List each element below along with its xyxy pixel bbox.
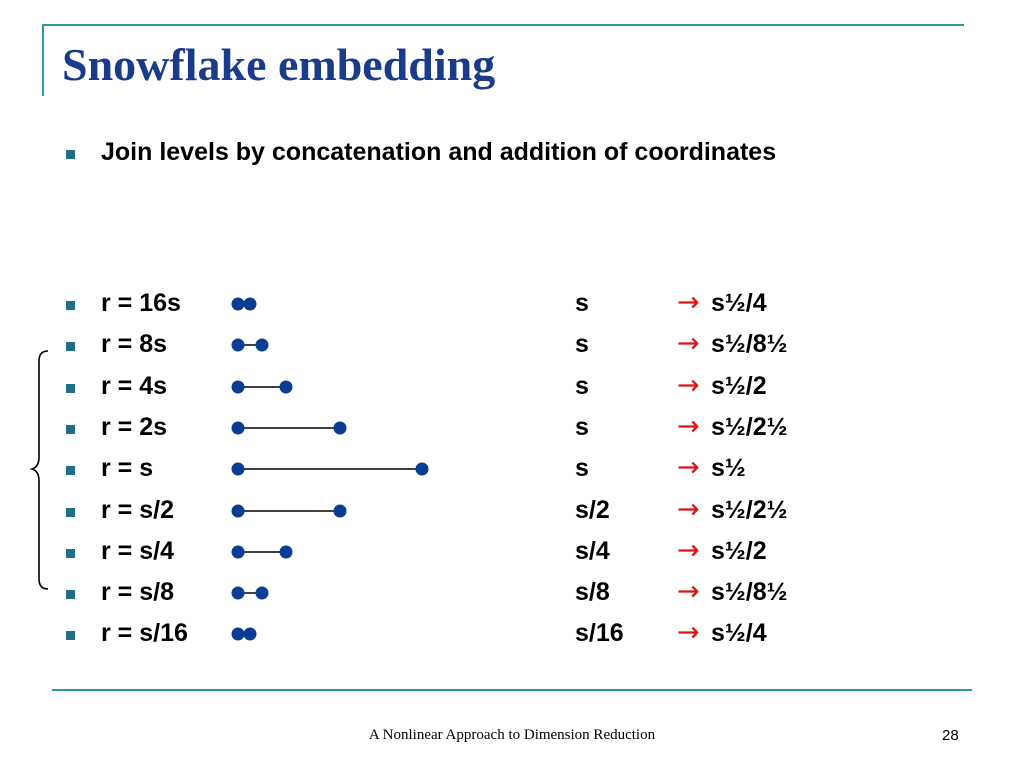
segment-diagram [231,297,257,311]
radius-label: r = s/8 [101,578,174,607]
result-value: s½/8½ [711,330,788,359]
level-row: r = 8s s → s½/8½ [0,327,1024,367]
segment-diagram [231,586,269,600]
result-value: s½/8½ [711,578,788,607]
arrow-icon: → [677,452,700,484]
arrow-icon: → [677,369,700,401]
scale-value: s [575,412,589,441]
arrow-icon: → [677,287,700,318]
scale-value: s [575,289,589,317]
result-value: s½/2 [711,536,767,565]
arrow-icon: → [677,534,700,566]
result-value: s½ [711,454,746,483]
slide-title: Snowflake embedding [62,39,496,90]
segment-end-dot [333,421,347,435]
scale-value: s/4 [575,536,610,565]
frame-left-line [42,24,44,96]
segment-start-dot [231,462,245,476]
bullet-icon [66,631,75,641]
segment-diagram [231,627,257,641]
segment-start-dot [231,338,245,352]
segment-start-dot [231,380,245,394]
segment-diagram [231,421,347,435]
frame-top-line [42,24,964,26]
segment-diagram [231,338,269,352]
page-number: 28 [942,727,959,744]
segment-end-dot [279,380,293,394]
radius-label: r = s/4 [101,536,174,565]
segment-diagram [231,545,293,559]
arrow-icon: → [677,617,700,649]
segment-diagram [231,462,429,476]
segment-end-dot [255,338,269,352]
radius-label: r = 16s [101,289,181,317]
main-bullet-text: Join levels by concatenation and additio… [101,138,777,166]
segment-end-dot [415,462,429,476]
segment-end-dot [255,586,269,600]
level-row: r = 2s s → s½/2½ [0,410,1024,450]
segment-end-dot [243,297,257,311]
bullet-icon [66,342,75,352]
result-value: s½/2 [711,371,767,400]
arrow-icon: → [677,410,700,442]
segment-start-dot [231,586,245,600]
level-row: r = s/4 s/4 → s½/2 [0,534,1024,574]
bullet-icon [66,150,75,159]
level-row: r = 16s s → s½/4 [0,286,1024,326]
scale-value: s [575,454,589,483]
result-value: s½/2½ [711,412,788,441]
footer-text: A Nonlinear Approach to Dimension Reduct… [368,727,656,743]
result-value: s½/4 [711,619,767,648]
radius-label: r = s [101,454,154,483]
scale-value: s/8 [575,578,610,607]
bullet-icon [66,466,75,476]
radius-label: r = s/2 [101,495,174,524]
result-value: s½/4 [711,289,767,317]
result-value: s½/2½ [711,495,788,524]
radius-label: r = 8s [101,330,168,359]
scale-value: s [575,371,589,400]
level-row: r = s s → s½ [0,451,1024,491]
radius-label: r = 4s [101,371,168,400]
scale-value: s/2 [575,495,610,524]
bottom-rule [52,689,972,691]
segment-diagram [231,504,347,517]
scale-value: s/16 [575,619,624,648]
level-row: r = 4s s → s½/2 [0,369,1024,409]
radius-label: r = s/16 [101,619,188,648]
arrow-icon: → [677,576,700,608]
level-row: r = s/2 s/2 → s½/2½ [0,493,1024,533]
segment-start-dot [231,627,245,641]
bullet-icon [66,424,75,434]
radius-label: r = 2s [101,412,168,441]
bullet-icon [66,301,75,310]
level-row: r = s/16 s/16 → s½/4 [0,616,1024,656]
segment-start-dot [231,504,245,517]
segment-start-dot [231,421,245,435]
bullet-icon [66,383,75,393]
segment-start-dot [231,545,245,559]
segment-end-dot [279,545,293,559]
bullet-icon [66,590,75,600]
bullet-icon [66,507,75,517]
segment-start-dot [231,297,245,311]
segment-end-dot [243,627,257,641]
arrow-icon: → [677,493,700,525]
brace-icon [30,350,49,590]
bullet-icon [66,548,75,558]
arrow-icon: → [677,328,700,360]
segment-diagram [231,380,293,394]
level-row: r = s/8 s/8 → s½/8½ [0,575,1024,615]
scale-value: s [575,330,589,359]
segment-end-dot [333,504,347,517]
